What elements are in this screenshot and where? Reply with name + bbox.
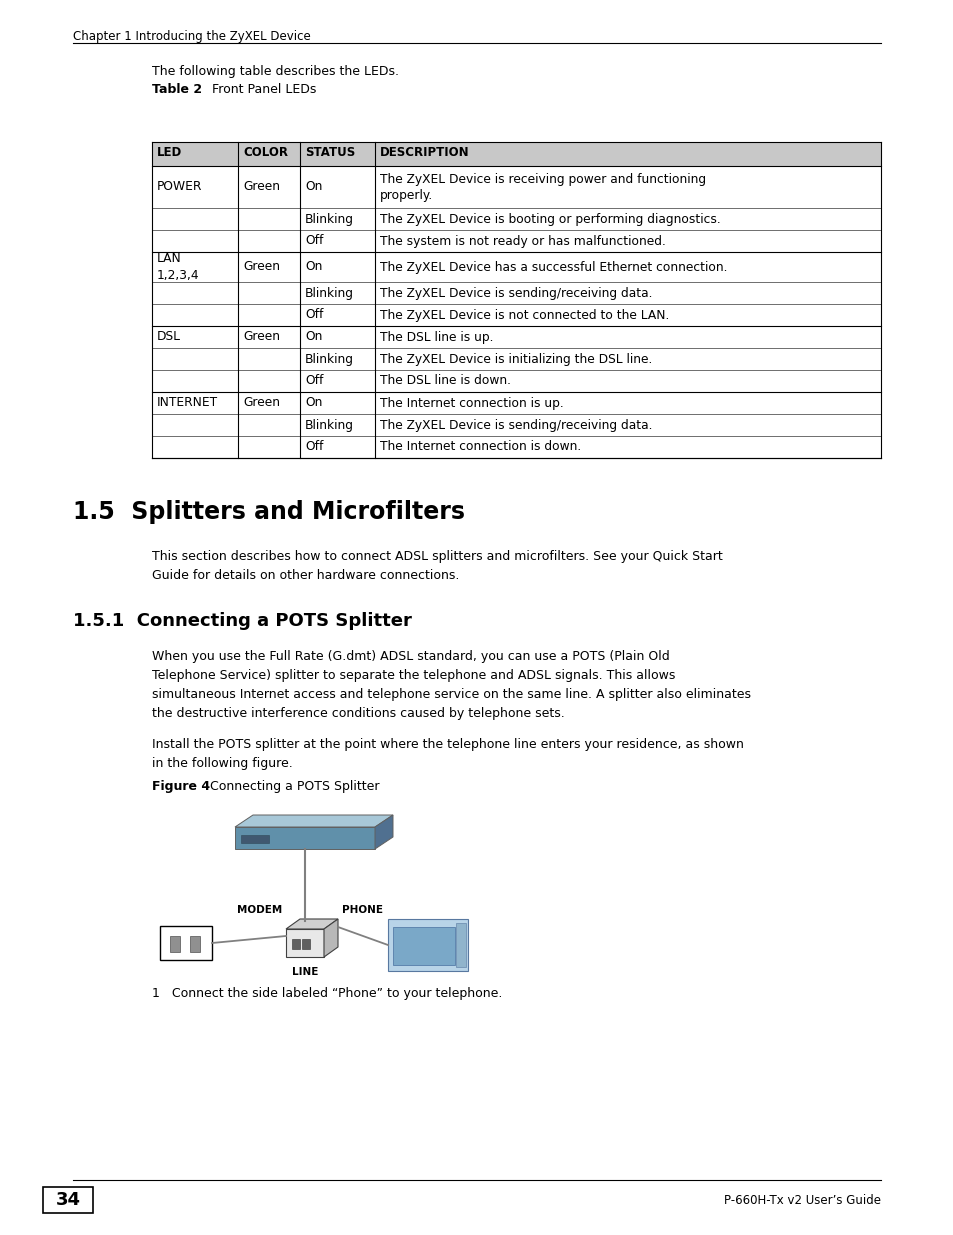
Polygon shape xyxy=(324,919,337,957)
Text: On: On xyxy=(305,180,322,194)
Text: 1.5  Splitters and Microfilters: 1.5 Splitters and Microfilters xyxy=(73,500,464,524)
Text: Figure 4: Figure 4 xyxy=(152,781,210,793)
Polygon shape xyxy=(286,919,337,929)
Text: Off: Off xyxy=(305,309,323,321)
Text: Green: Green xyxy=(243,261,280,273)
Text: The ZyXEL Device is booting or performing diagnostics.: The ZyXEL Device is booting or performin… xyxy=(379,212,720,226)
Text: Green: Green xyxy=(243,396,280,410)
Text: Chapter 1 Introducing the ZyXEL Device: Chapter 1 Introducing the ZyXEL Device xyxy=(73,30,311,43)
Text: INTERNET: INTERNET xyxy=(157,396,218,410)
Text: The ZyXEL Device is not connected to the LAN.: The ZyXEL Device is not connected to the… xyxy=(379,309,669,321)
Text: The system is not ready or has malfunctioned.: The system is not ready or has malfuncti… xyxy=(379,235,665,247)
FancyBboxPatch shape xyxy=(152,282,880,304)
Text: The ZyXEL Device is sending/receiving data.: The ZyXEL Device is sending/receiving da… xyxy=(379,287,652,300)
Text: Blinking: Blinking xyxy=(305,287,354,300)
Text: POWER: POWER xyxy=(157,180,202,194)
FancyBboxPatch shape xyxy=(152,326,880,348)
Text: STATUS: STATUS xyxy=(305,147,355,159)
FancyBboxPatch shape xyxy=(152,370,880,391)
Text: LED: LED xyxy=(157,147,182,159)
Text: P-660H-Tx v2 User’s Guide: P-660H-Tx v2 User’s Guide xyxy=(723,1193,880,1207)
Text: On: On xyxy=(305,261,322,273)
Text: The ZyXEL Device is initializing the DSL line.: The ZyXEL Device is initializing the DSL… xyxy=(379,352,652,366)
FancyBboxPatch shape xyxy=(302,939,310,948)
FancyBboxPatch shape xyxy=(152,252,880,282)
FancyBboxPatch shape xyxy=(152,414,880,436)
Text: Green: Green xyxy=(243,331,280,343)
Text: Table 2: Table 2 xyxy=(152,83,202,96)
FancyBboxPatch shape xyxy=(170,936,180,952)
Text: Green: Green xyxy=(243,180,280,194)
Text: Blinking: Blinking xyxy=(305,352,354,366)
FancyBboxPatch shape xyxy=(152,391,880,414)
Polygon shape xyxy=(375,815,393,848)
Text: When you use the Full Rate (G.dmt) ADSL standard, you can use a POTS (Plain Old
: When you use the Full Rate (G.dmt) ADSL … xyxy=(152,650,750,720)
Text: 34: 34 xyxy=(55,1191,80,1209)
Text: The Internet connection is down.: The Internet connection is down. xyxy=(379,441,580,453)
FancyBboxPatch shape xyxy=(152,348,880,370)
Text: COLOR: COLOR xyxy=(243,147,288,159)
Text: 1.5.1  Connecting a POTS Splitter: 1.5.1 Connecting a POTS Splitter xyxy=(73,613,412,630)
Text: LINE: LINE xyxy=(292,967,318,977)
Polygon shape xyxy=(234,815,393,827)
FancyBboxPatch shape xyxy=(234,827,375,848)
Text: On: On xyxy=(305,331,322,343)
FancyBboxPatch shape xyxy=(286,929,324,957)
FancyBboxPatch shape xyxy=(152,165,880,207)
FancyBboxPatch shape xyxy=(190,936,200,952)
Text: The ZyXEL Device is receiving power and functioning
properly.: The ZyXEL Device is receiving power and … xyxy=(379,173,705,201)
Text: LAN
1,2,3,4: LAN 1,2,3,4 xyxy=(157,252,199,282)
Text: The DSL line is down.: The DSL line is down. xyxy=(379,374,511,388)
Text: 1   Connect the side labeled “Phone” to your telephone.: 1 Connect the side labeled “Phone” to yo… xyxy=(152,987,502,1000)
FancyBboxPatch shape xyxy=(160,926,212,960)
FancyBboxPatch shape xyxy=(152,436,880,458)
Text: MODEM: MODEM xyxy=(236,905,282,915)
Text: Blinking: Blinking xyxy=(305,419,354,431)
Text: PHONE: PHONE xyxy=(341,905,382,915)
Text: This section describes how to connect ADSL splitters and microfilters. See your : This section describes how to connect AD… xyxy=(152,550,722,582)
FancyBboxPatch shape xyxy=(43,1187,92,1213)
Text: Off: Off xyxy=(305,235,323,247)
Text: The following table describes the LEDs.: The following table describes the LEDs. xyxy=(152,65,398,78)
FancyBboxPatch shape xyxy=(393,927,455,965)
Text: Connecting a POTS Splitter: Connecting a POTS Splitter xyxy=(198,781,379,793)
Text: Install the POTS splitter at the point where the telephone line enters your resi: Install the POTS splitter at the point w… xyxy=(152,739,743,769)
Text: Off: Off xyxy=(305,374,323,388)
Text: Off: Off xyxy=(305,441,323,453)
FancyBboxPatch shape xyxy=(152,304,880,326)
Text: Blinking: Blinking xyxy=(305,212,354,226)
FancyBboxPatch shape xyxy=(152,142,880,165)
Text: DESCRIPTION: DESCRIPTION xyxy=(379,147,469,159)
Text: Front Panel LEDs: Front Panel LEDs xyxy=(200,83,316,96)
Text: The ZyXEL Device has a successful Ethernet connection.: The ZyXEL Device has a successful Ethern… xyxy=(379,261,727,273)
Text: The ZyXEL Device is sending/receiving data.: The ZyXEL Device is sending/receiving da… xyxy=(379,419,652,431)
Text: DSL: DSL xyxy=(157,331,181,343)
FancyBboxPatch shape xyxy=(152,230,880,252)
Text: The DSL line is up.: The DSL line is up. xyxy=(379,331,493,343)
FancyBboxPatch shape xyxy=(241,835,269,844)
FancyBboxPatch shape xyxy=(152,207,880,230)
FancyBboxPatch shape xyxy=(456,923,465,967)
FancyBboxPatch shape xyxy=(292,939,299,948)
FancyBboxPatch shape xyxy=(388,919,468,971)
Text: The Internet connection is up.: The Internet connection is up. xyxy=(379,396,563,410)
Text: On: On xyxy=(305,396,322,410)
